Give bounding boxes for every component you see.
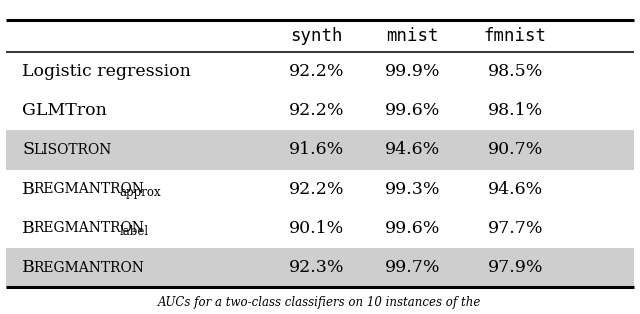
Text: 90.7%: 90.7% xyxy=(488,141,543,159)
Text: B: B xyxy=(22,259,35,276)
Text: 91.6%: 91.6% xyxy=(289,141,344,159)
Text: REGMANTRON: REGMANTRON xyxy=(33,221,144,236)
Text: S: S xyxy=(22,141,35,159)
Text: 92.2%: 92.2% xyxy=(289,181,344,198)
Text: B: B xyxy=(22,181,35,198)
Text: 99.6%: 99.6% xyxy=(385,220,440,237)
Text: 98.1%: 98.1% xyxy=(488,102,543,119)
Text: B: B xyxy=(22,220,35,237)
Text: 97.9%: 97.9% xyxy=(488,259,543,276)
Text: REGMANTRON: REGMANTRON xyxy=(33,182,144,196)
Text: 92.3%: 92.3% xyxy=(289,259,344,276)
Text: 92.2%: 92.2% xyxy=(289,63,344,80)
Text: 99.3%: 99.3% xyxy=(385,181,440,198)
Text: 97.7%: 97.7% xyxy=(488,220,543,237)
Bar xyxy=(6,130,634,170)
Text: 98.5%: 98.5% xyxy=(488,63,543,80)
Text: 90.1%: 90.1% xyxy=(289,220,344,237)
Text: 99.9%: 99.9% xyxy=(385,63,440,80)
Text: REGMANTRON: REGMANTRON xyxy=(33,261,144,275)
Text: fmnist: fmnist xyxy=(484,27,547,45)
Text: 99.6%: 99.6% xyxy=(385,102,440,119)
Text: label: label xyxy=(119,225,148,238)
Text: AUCs for a two-class classifiers on 10 instances of the: AUCs for a two-class classifiers on 10 i… xyxy=(158,295,482,309)
Bar xyxy=(6,248,634,287)
Text: mnist: mnist xyxy=(387,27,439,45)
Text: approx: approx xyxy=(119,186,161,199)
Text: 92.2%: 92.2% xyxy=(289,102,344,119)
Text: 94.6%: 94.6% xyxy=(385,141,440,159)
Text: Logistic regression: Logistic regression xyxy=(22,63,191,80)
Text: 94.6%: 94.6% xyxy=(488,181,543,198)
Text: GLMTron: GLMTron xyxy=(22,102,108,119)
Text: 99.7%: 99.7% xyxy=(385,259,440,276)
Text: synth: synth xyxy=(291,27,343,45)
Text: LISOTRON: LISOTRON xyxy=(33,143,111,157)
